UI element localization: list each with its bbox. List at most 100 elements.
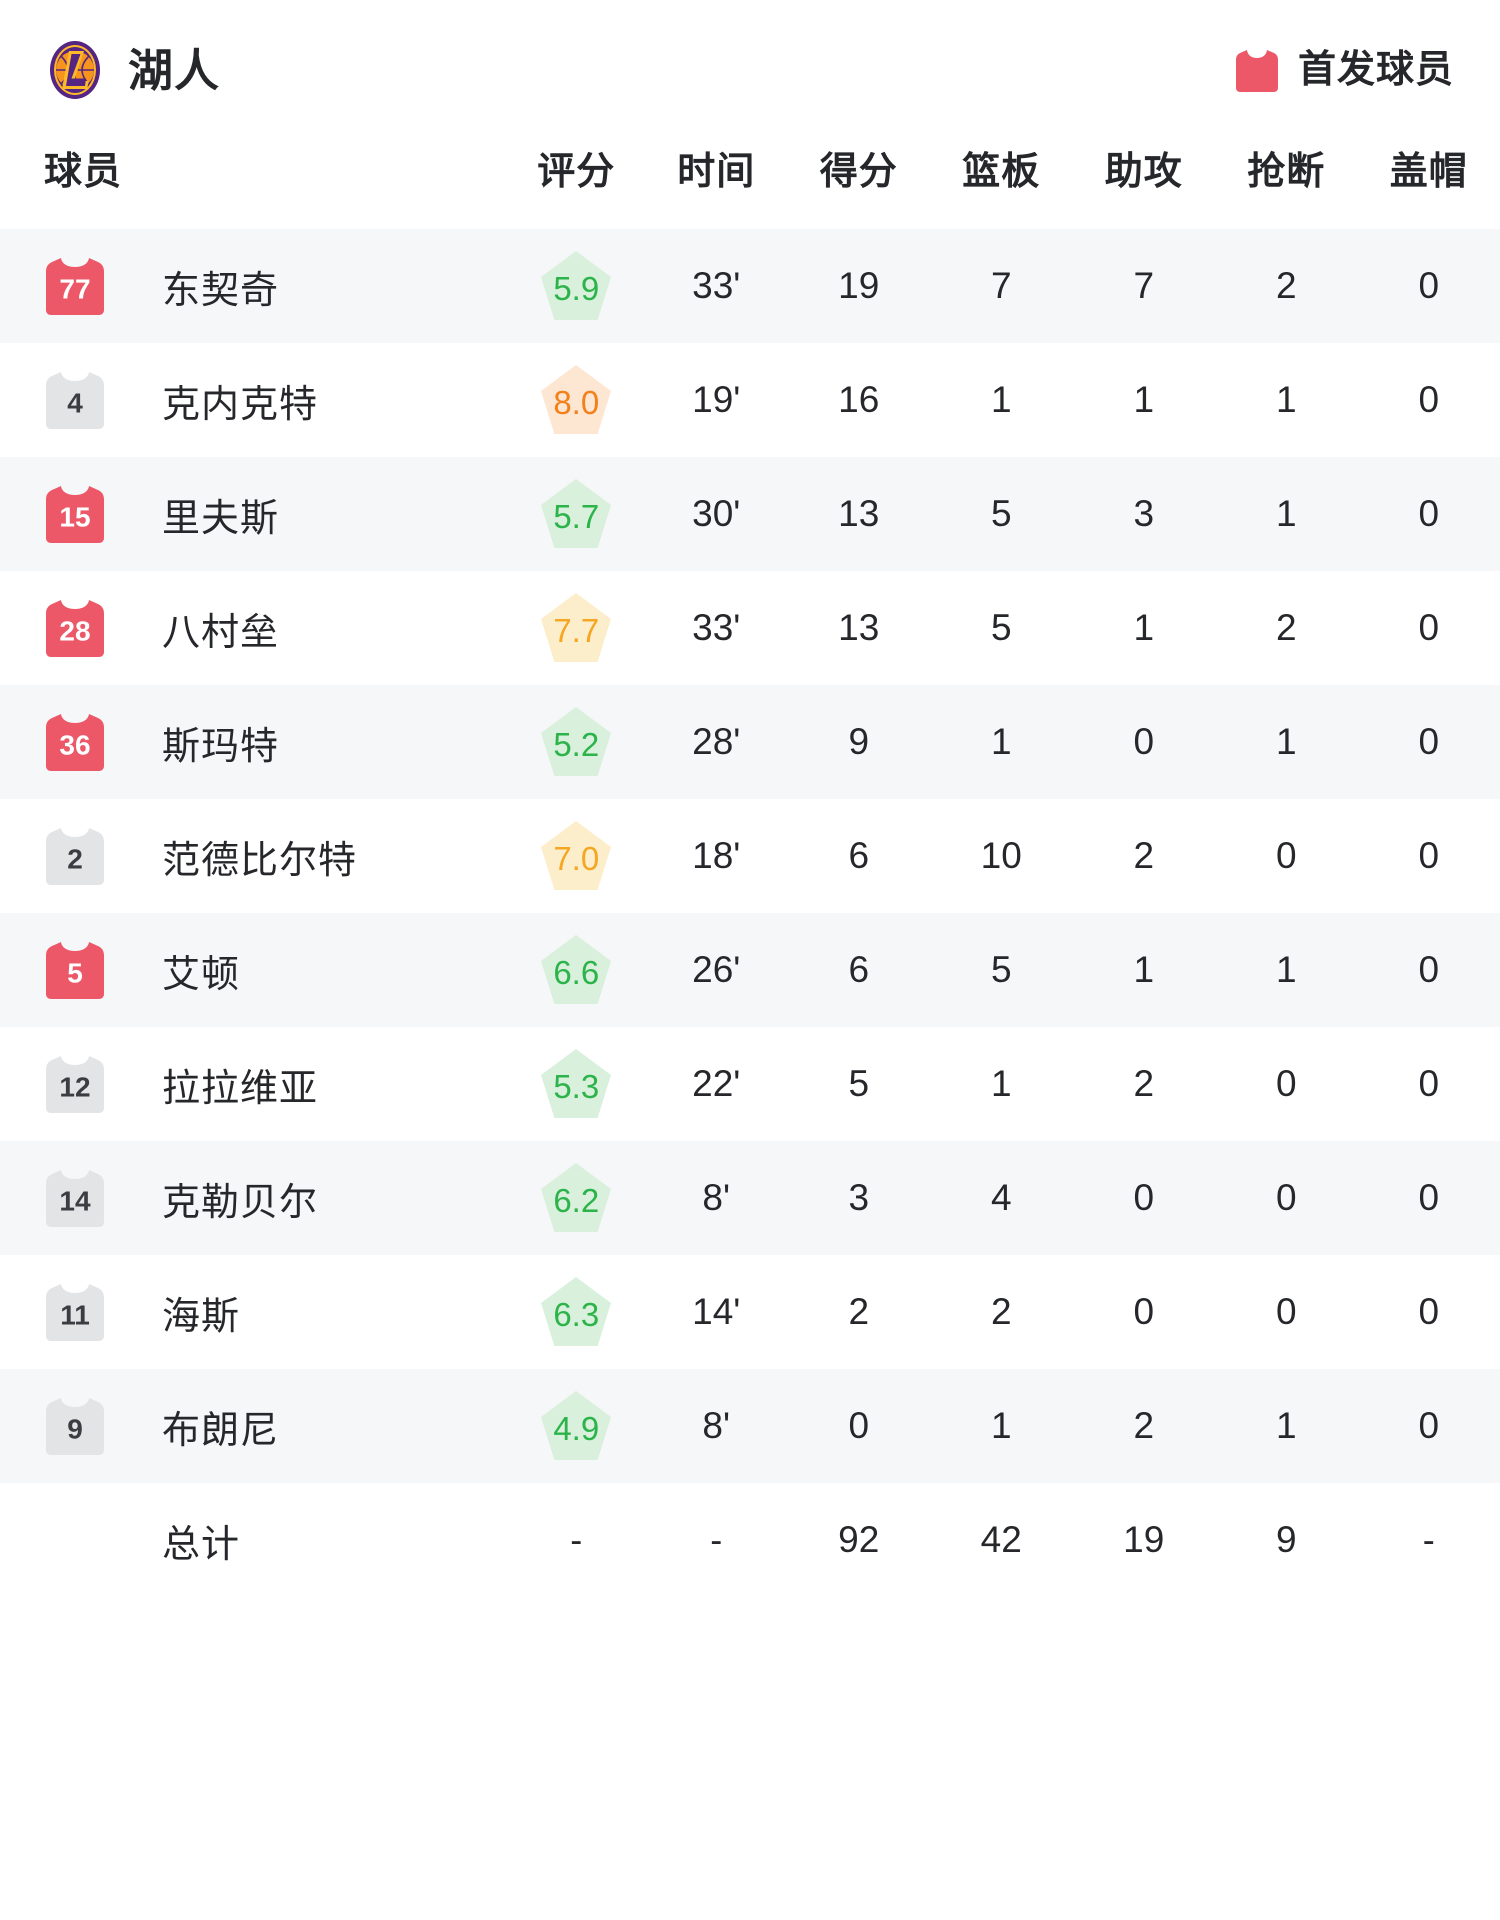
table-row[interactable]: 12 拉拉维亚 5.3 22' 5 1 2 0 0	[0, 1027, 1500, 1141]
column-header-points[interactable]: 得分	[787, 140, 930, 229]
table-row[interactable]: 4 克内克特 8.0 19' 16 1 1 1 0	[0, 343, 1500, 457]
column-header-minutes[interactable]: 时间	[645, 140, 788, 229]
rating-value: 5.2	[553, 726, 600, 764]
jersey-icon: 14	[44, 1167, 106, 1229]
totals-rebounds: 42	[980, 1519, 1022, 1560]
stat-minutes: 26'	[692, 949, 741, 990]
jersey-wrapper: 12	[44, 1053, 122, 1115]
stat-points: 19	[838, 265, 880, 306]
player-cell[interactable]: 28 八村垒	[0, 571, 508, 685]
jersey-number: 77	[59, 273, 91, 305]
player-cell[interactable]: 4 克内克特	[0, 343, 508, 457]
table-row[interactable]: 14 克勒贝尔 6.2 8' 3 4 0 0 0	[0, 1141, 1500, 1255]
rating-badge: 5.2	[538, 705, 614, 779]
player-cell[interactable]: 36 斯玛特	[0, 685, 508, 799]
totals-label-cell: 总计	[0, 1483, 508, 1597]
player-name[interactable]: 拉拉维亚	[162, 1067, 319, 1110]
rating-cell: 6.2	[508, 1141, 646, 1255]
stat-assists: 0	[1133, 721, 1155, 762]
stat-steals: 1	[1275, 949, 1297, 990]
stat-blocks: 0	[1418, 1063, 1440, 1104]
player-name[interactable]: 克勒贝尔	[162, 1181, 319, 1224]
table-row[interactable]: 15 里夫斯 5.7 30' 13 5 3 1 0	[0, 457, 1500, 571]
starters-legend: 首发球员	[1235, 48, 1454, 92]
stat-minutes: 18'	[692, 835, 741, 876]
jersey-icon: 28	[44, 597, 106, 659]
player-name[interactable]: 艾顿	[162, 953, 241, 996]
rating-value: 6.3	[553, 1296, 600, 1334]
stat-minutes: 33'	[692, 607, 741, 648]
table-row[interactable]: 5 艾顿 6.6 26' 6 5 1 1 0	[0, 913, 1500, 1027]
player-cell[interactable]: 2 范德比尔特	[0, 799, 508, 913]
jersey-wrapper: 5	[44, 939, 122, 1001]
player-name[interactable]: 范德比尔特	[162, 839, 358, 882]
column-header-assists[interactable]: 助攻	[1072, 140, 1215, 229]
column-header-blocks[interactable]: 盖帽	[1357, 140, 1500, 229]
stat-blocks: 0	[1418, 379, 1440, 420]
table-row[interactable]: 9 布朗尼 4.9 8' 0 1 2 1 0	[0, 1369, 1500, 1483]
rating-cell: 5.9	[508, 229, 646, 343]
stat-points: 6	[848, 835, 870, 876]
jersey-wrapper: 11	[44, 1281, 122, 1343]
jersey-number: 2	[67, 843, 83, 875]
player-name[interactable]: 八村垒	[162, 611, 280, 654]
team-name: 湖人	[128, 44, 221, 96]
player-cell[interactable]: 15 里夫斯	[0, 457, 508, 571]
table-body: 77 东契奇 5.9 33' 19 7 7 2 0 4 克内克特 8.0 19' 16 1 1 1 0 15 里夫斯 5…	[0, 229, 1500, 1597]
jersey-wrapper: 77	[44, 255, 122, 317]
player-cell[interactable]: 9 布朗尼	[0, 1369, 508, 1483]
stat-steals: 1	[1275, 1405, 1297, 1446]
stat-steals: 2	[1275, 607, 1297, 648]
column-header-player[interactable]: 球员	[0, 140, 508, 229]
player-name[interactable]: 克内克特	[162, 383, 319, 426]
rating-badge: 4.9	[538, 1389, 614, 1463]
stat-steals: 0	[1275, 1177, 1297, 1218]
rating-cell: 4.9	[508, 1369, 646, 1483]
stat-rebounds: 4	[990, 1177, 1012, 1218]
player-name[interactable]: 海斯	[162, 1295, 241, 1338]
stat-blocks: 0	[1418, 721, 1440, 762]
jersey-wrapper: 36	[44, 711, 122, 773]
table-row[interactable]: 2 范德比尔特 7.0 18' 6 10 2 0 0	[0, 799, 1500, 913]
table-row[interactable]: 28 八村垒 7.7 33' 13 5 1 2 0	[0, 571, 1500, 685]
jersey-number: 5	[67, 957, 83, 989]
rating-badge: 7.0	[538, 819, 614, 893]
stat-steals: 0	[1275, 1063, 1297, 1104]
stat-assists: 1	[1133, 949, 1155, 990]
jersey-number: 4	[67, 387, 83, 419]
player-cell[interactable]: 5 艾顿	[0, 913, 508, 1027]
stat-steals: 0	[1275, 835, 1297, 876]
player-name[interactable]: 东契奇	[162, 269, 280, 312]
table-row[interactable]: 77 东契奇 5.9 33' 19 7 7 2 0	[0, 229, 1500, 343]
stat-points: 13	[838, 493, 880, 534]
player-name[interactable]: 里夫斯	[162, 497, 280, 540]
rating-value: 4.9	[553, 1410, 600, 1448]
player-cell[interactable]: 12 拉拉维亚	[0, 1027, 508, 1141]
stat-blocks: 0	[1418, 265, 1440, 306]
player-name[interactable]: 布朗尼	[162, 1409, 280, 1452]
rating-badge: 8.0	[538, 363, 614, 437]
rating-value: 6.2	[553, 1182, 600, 1220]
player-cell[interactable]: 11 海斯	[0, 1255, 508, 1369]
stat-points: 6	[848, 949, 870, 990]
jersey-icon: 9	[44, 1395, 106, 1457]
table-row[interactable]: 11 海斯 6.3 14' 2 2 0 0 0	[0, 1255, 1500, 1369]
player-name[interactable]: 斯玛特	[162, 725, 280, 768]
stat-rebounds: 1	[990, 721, 1012, 762]
stat-minutes: 8'	[702, 1405, 731, 1446]
rating-badge: 5.9	[538, 249, 614, 323]
stat-points: 2	[848, 1291, 870, 1332]
player-cell[interactable]: 77 东契奇	[0, 229, 508, 343]
table-row[interactable]: 36 斯玛特 5.2 28' 9 1 0 1 0	[0, 685, 1500, 799]
rating-cell: 7.7	[508, 571, 646, 685]
totals-row: 总计 - - 92 42 19 9 -	[0, 1483, 1500, 1597]
column-header-steals[interactable]: 抢断	[1215, 140, 1358, 229]
stat-steals: 0	[1275, 1291, 1297, 1332]
rating-value: 6.6	[553, 954, 600, 992]
column-header-rating[interactable]: 评分	[507, 140, 645, 229]
column-header-rebounds[interactable]: 篮板	[930, 140, 1073, 229]
player-cell[interactable]: 14 克勒贝尔	[0, 1141, 508, 1255]
box-score-table: 球员 评分 时间 得分 篮板 助攻 抢断 盖帽 77 东契奇 5.9 33' 19 7 7 2…	[0, 140, 1500, 1597]
jersey-number: 28	[59, 615, 91, 647]
